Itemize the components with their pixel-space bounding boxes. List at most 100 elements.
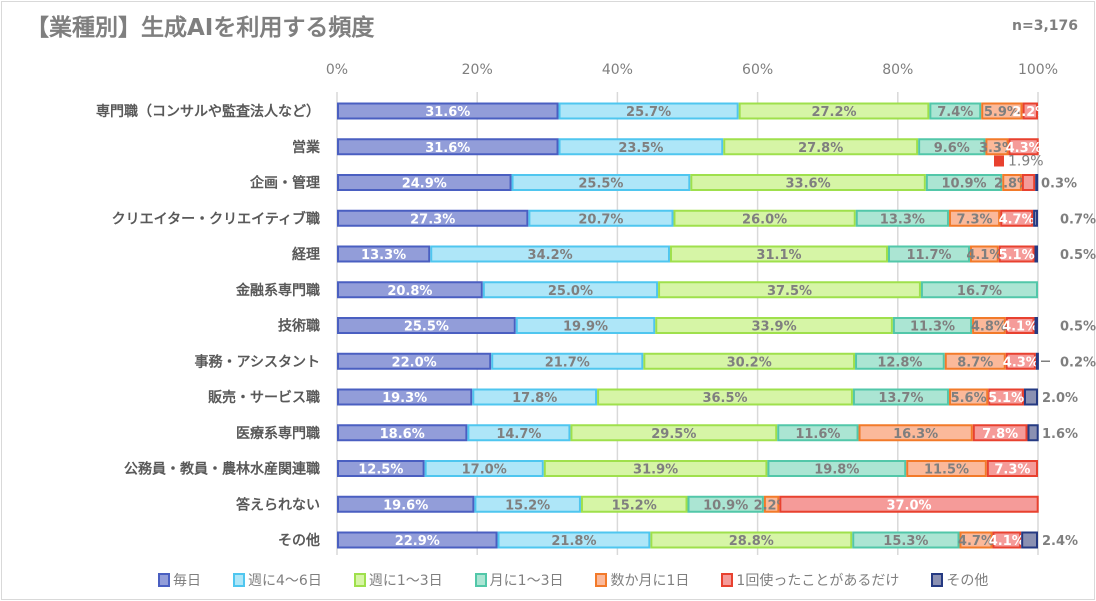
data-label: 24.9% (402, 177, 447, 192)
category-label: 専門職（コンサルや監査法人など） (96, 103, 320, 120)
bar-segment (858, 424, 973, 442)
sample-size: n=3,176 (1012, 18, 1078, 34)
data-label: 19.3% (382, 391, 427, 406)
legend-swatch (353, 573, 366, 587)
data-label: 15.3% (883, 534, 928, 549)
data-label: 7.8% (982, 427, 1018, 442)
data-label: 4.7% (999, 212, 1035, 227)
data-label: 2.4% (1042, 534, 1078, 549)
bar-segment (472, 388, 598, 406)
data-label: 3.3% (979, 141, 1015, 156)
bar-segment (673, 209, 856, 227)
bar-segment (1005, 352, 1036, 370)
bar-segment (892, 317, 973, 334)
data-label: 37.0% (886, 498, 931, 513)
bar-segment (972, 317, 1006, 334)
category-label: クリエイター・クリエイティブ職 (112, 210, 320, 227)
legend-label: 週に4〜6日 (248, 573, 322, 589)
bar-segment (948, 209, 1001, 227)
data-label: 14.7% (496, 427, 541, 442)
data-label: 4.1% (989, 534, 1025, 549)
chart-title: 【業種別】生成AIを利用する頻度 (26, 15, 375, 41)
bar-segment (337, 281, 483, 299)
data-label: 29.5% (651, 427, 696, 442)
bar-segment (887, 245, 971, 263)
data-label: 13.7% (878, 391, 923, 406)
bar-segment (650, 531, 853, 549)
bar-segment (1035, 352, 1039, 370)
data-label: 0.5% (1060, 320, 1096, 335)
bar-segment (528, 209, 674, 227)
data-label: 0.7% (1060, 212, 1096, 227)
data-label: 31.6% (425, 105, 470, 120)
bar-segment (944, 352, 1006, 370)
data-label: 19.8% (814, 463, 859, 478)
data-label: 22.9% (395, 534, 440, 549)
data-label: 20.7% (578, 212, 623, 227)
data-label: 25.5% (404, 320, 449, 335)
bar-segment (985, 138, 1009, 156)
bar-segment (558, 102, 739, 120)
legend-item: 週に4〜6日 (233, 570, 322, 590)
bar-segment (920, 281, 1038, 299)
data-label: 22.0% (392, 355, 437, 370)
data-label: 10.9% (941, 177, 986, 192)
bar-segment (337, 317, 516, 334)
data-label: 16.7% (957, 284, 1002, 299)
data-label: 27.8% (798, 141, 843, 156)
data-label: 0.3% (1041, 177, 1077, 192)
data-label: 27.3% (410, 212, 455, 227)
bar-segment (992, 531, 1022, 549)
data-label: 25.5% (578, 177, 623, 192)
legend-label: 数か月に1日 (610, 573, 690, 589)
bar-segment (658, 281, 921, 299)
data-label: 7.3% (994, 463, 1030, 478)
data-label: 4.8% (971, 320, 1007, 335)
data-label: 4.1% (966, 248, 1002, 263)
bar-segment (669, 245, 888, 263)
legend-label: 1回使ったことがあるだけ (736, 573, 900, 589)
bar-segment (855, 352, 945, 370)
bar-segment (738, 102, 930, 120)
data-label: 31.9% (633, 463, 678, 478)
x-tick-label: 80% (882, 62, 913, 78)
bar-segment (337, 531, 498, 549)
data-label: 11.6% (795, 427, 840, 442)
category-label: 答えられない (236, 496, 320, 513)
data-label: 4.7% (958, 534, 994, 549)
bar-segment (763, 495, 780, 513)
legend-item: 1回使ったことがあるだけ (721, 570, 899, 590)
data-label: 37.5% (767, 284, 812, 299)
bar-segment (1033, 209, 1039, 227)
legend-label: 毎日 (173, 573, 201, 589)
bar-segment (929, 102, 982, 120)
data-label: 5.1% (988, 391, 1024, 406)
data-label: 4.3% (1006, 141, 1042, 156)
legend-item: その他 (931, 570, 988, 590)
bar-segment (337, 174, 512, 191)
bar-segment (1034, 317, 1038, 334)
legend-swatch (233, 573, 245, 587)
data-label: 23.5% (618, 141, 663, 156)
bar-segment (1022, 102, 1039, 120)
bar-segment (424, 460, 544, 477)
data-label: 5.6% (951, 391, 987, 406)
bar-segment (337, 460, 425, 477)
data-label: 27.2% (811, 105, 856, 120)
x-tick-label: 20% (462, 62, 493, 78)
data-label: 15.2% (612, 498, 657, 513)
legend: 毎日 週に4〜6日 週に1〜3日 月に1〜3日 数か月に1日 1回使ったことがあるだけ その… (158, 570, 1020, 590)
data-label: 18.6% (380, 427, 425, 442)
bar-segment (337, 352, 492, 370)
data-label: 13.3% (361, 248, 406, 263)
bar-segment (998, 245, 1035, 263)
x-tick-label: 60% (742, 62, 773, 78)
data-label: 12.5% (358, 463, 403, 478)
bar-segment (972, 424, 1028, 442)
bar-segment (597, 388, 853, 406)
bar-segment (511, 174, 691, 191)
data-label: 31.1% (756, 248, 801, 263)
bar-segment (497, 531, 651, 549)
data-label: 2.2% (1012, 105, 1048, 120)
